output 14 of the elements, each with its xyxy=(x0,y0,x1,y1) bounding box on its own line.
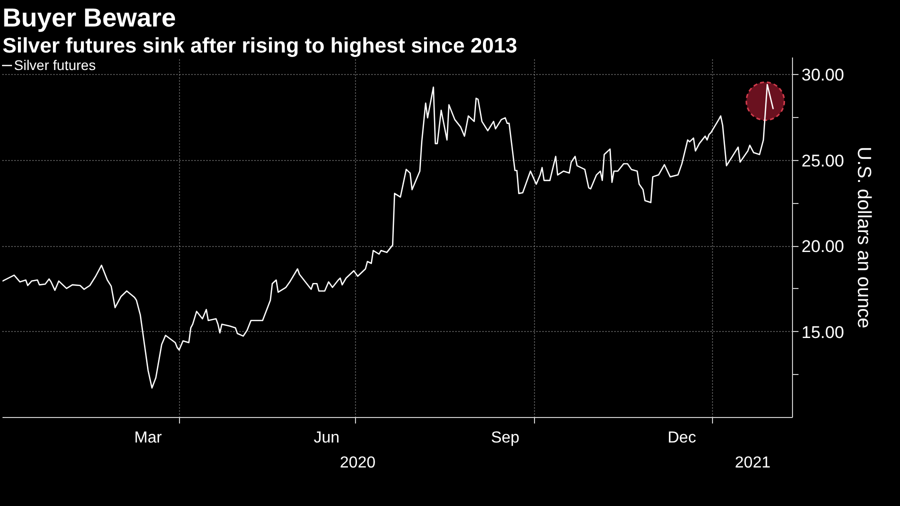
x-tick-label: Jun xyxy=(314,430,340,446)
x-tick-label: Sep xyxy=(490,430,520,446)
y-tick-label: 20.00 xyxy=(802,237,844,256)
text: 2021 xyxy=(734,454,771,472)
text: 2020 xyxy=(340,454,376,472)
legend-label: Silver futures xyxy=(14,57,96,73)
chart-subtitle: Silver futures sink after rising to highest since 2013 xyxy=(2,34,518,58)
chart-title: Buyer Beware xyxy=(2,2,176,32)
y-tick-label: 15.00 xyxy=(802,322,844,342)
y-tick-label: 25.00 xyxy=(802,151,844,170)
x-tick-label: Dec xyxy=(668,430,696,446)
x-tick-label: Mar xyxy=(134,430,163,446)
y-tick-label: 30.00 xyxy=(802,66,844,85)
y-axis-title: U.S. dollars an ounce xyxy=(853,146,874,328)
